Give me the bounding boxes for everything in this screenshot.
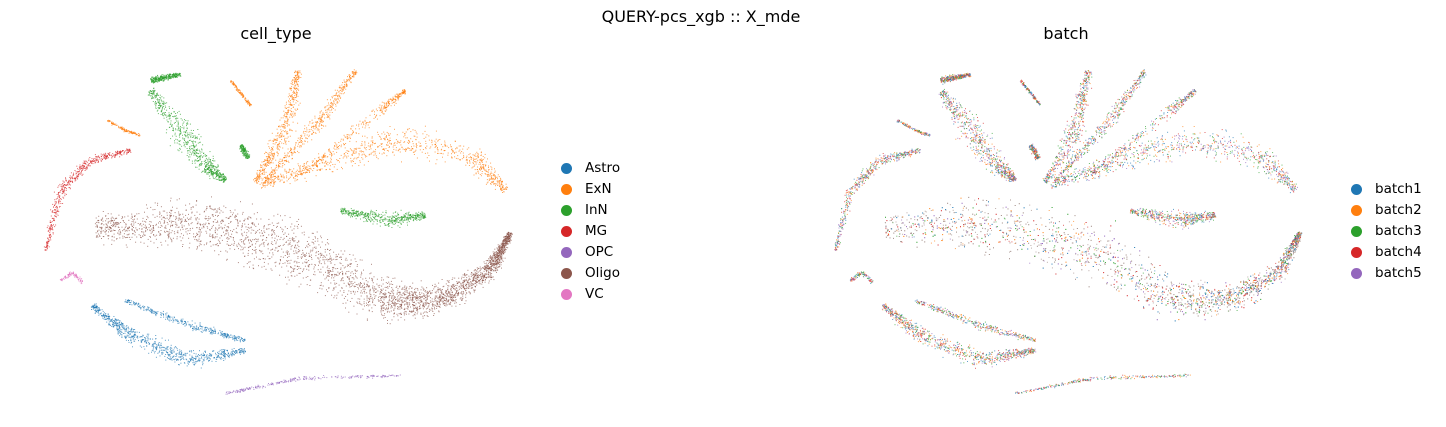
legend-marker xyxy=(561,247,572,258)
legend-label: MG xyxy=(585,221,607,242)
legend-label: ExN xyxy=(585,179,612,200)
legend-marker xyxy=(1351,247,1362,258)
legend-marker xyxy=(1351,184,1362,195)
legend-label: batch5 xyxy=(1375,263,1422,284)
legend-marker xyxy=(561,289,572,300)
legend-marker xyxy=(561,268,572,279)
legend-marker xyxy=(561,163,572,174)
legend-label: OPC xyxy=(585,242,613,263)
legend-label: batch2 xyxy=(1375,200,1422,221)
legend-marker xyxy=(561,226,572,237)
legend-marker xyxy=(1351,268,1362,279)
legend-label: batch4 xyxy=(1375,242,1422,263)
legend-marker xyxy=(561,205,572,216)
legend-label: VC xyxy=(585,284,604,305)
legend-marker xyxy=(1351,226,1362,237)
legend-label: batch1 xyxy=(1375,179,1422,200)
legend-marker xyxy=(561,184,572,195)
legend-marker xyxy=(1351,205,1362,216)
cell-type-points xyxy=(44,69,513,394)
legend-label: Oligo xyxy=(585,263,620,284)
legend-label: batch3 xyxy=(1375,221,1422,242)
legend-label: InN xyxy=(585,200,608,221)
legend-label: Astro xyxy=(585,158,620,179)
batch-points xyxy=(834,69,1302,394)
